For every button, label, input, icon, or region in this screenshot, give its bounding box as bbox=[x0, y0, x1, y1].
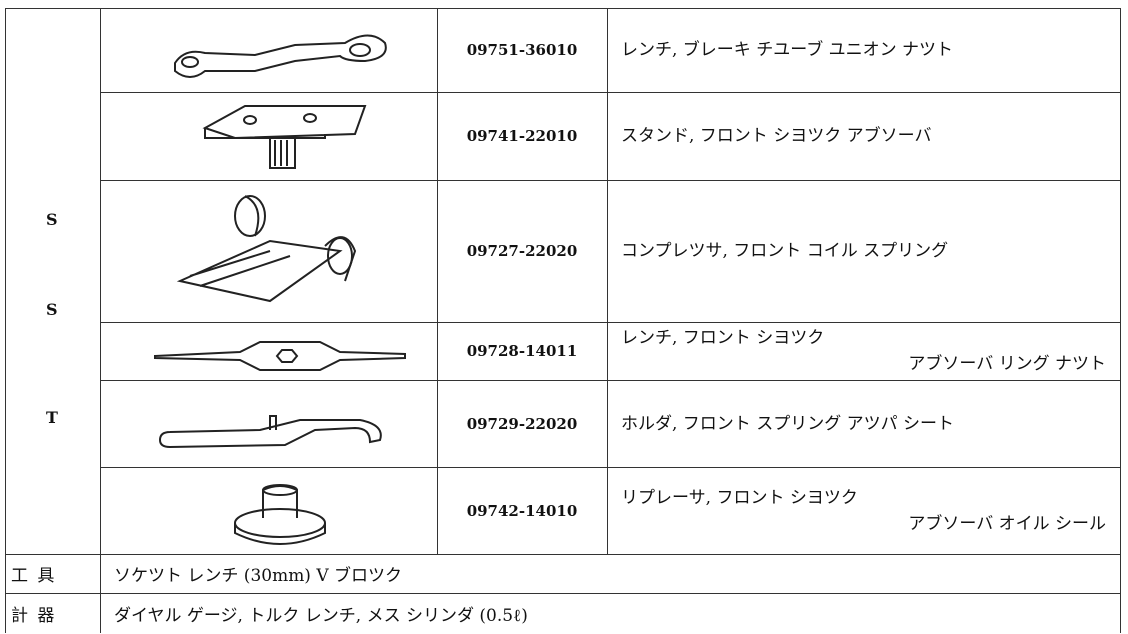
part-number: 09729-22020 bbox=[466, 414, 578, 433]
replacer-sketch bbox=[234, 484, 326, 545]
frame bbox=[176, 195, 357, 303]
hole bbox=[243, 115, 257, 125]
name-line: スタンド, フロント シヨツク アブソーバ bbox=[621, 126, 932, 146]
row-line bbox=[100, 467, 1120, 468]
part-number: 09741-22010 bbox=[466, 127, 578, 145]
tool-name: レンチ, フロント シヨツクアブソーバ リング ナツト bbox=[607, 322, 1120, 380]
cylinder bbox=[262, 485, 298, 518]
ring-wrench-sketch bbox=[154, 341, 406, 371]
stand-sketch bbox=[202, 105, 367, 169]
row-line bbox=[5, 8, 1120, 9]
name-line: アブソーバ オイル シール bbox=[908, 513, 1106, 534]
name-line: コンプレツサ, フロント コイル スプリング bbox=[621, 241, 949, 261]
side-label: T bbox=[46, 408, 58, 427]
row-line bbox=[100, 92, 1120, 93]
plate bbox=[202, 105, 367, 140]
name-line: ホルダ, フロント スプリング アツパ シート bbox=[621, 413, 955, 434]
wrench-sketch bbox=[174, 34, 387, 78]
bar bbox=[154, 341, 406, 371]
footer-label: 工 具 bbox=[11, 566, 57, 586]
cylinder-top bbox=[262, 484, 298, 496]
row-line bbox=[100, 322, 1120, 323]
part-number: 09751-36010 bbox=[466, 41, 578, 59]
tool-name: スタンド, フロント シヨツク アブソーバ bbox=[607, 92, 1120, 180]
row-line bbox=[100, 180, 1120, 181]
part-number: 09728-14011 bbox=[466, 342, 578, 360]
col-line bbox=[5, 8, 6, 633]
pin bbox=[269, 415, 277, 430]
name-line: アブソーバ リング ナツト bbox=[908, 354, 1106, 374]
base bbox=[234, 508, 326, 538]
row-line bbox=[5, 593, 1120, 594]
leg bbox=[269, 138, 296, 169]
compressor-sketch bbox=[176, 195, 357, 303]
ring bbox=[181, 56, 199, 68]
row-line bbox=[100, 380, 1120, 381]
side-label: S bbox=[46, 300, 58, 319]
footer-text: ダイヤル ゲージ, トルク レンチ, メス シリンダ (0.5ℓ) bbox=[114, 605, 528, 626]
footer-text: ソケツト レンチ (30mm) V ブロツク bbox=[114, 566, 403, 586]
col-line bbox=[100, 8, 101, 633]
clamp bbox=[327, 237, 353, 275]
tool-name: レンチ, ブレーキ チユーブ ユニオン ナツト bbox=[607, 8, 1120, 92]
side-label: S bbox=[46, 210, 58, 229]
hex bbox=[275, 349, 299, 363]
name-line: レンチ, フロント シヨツク bbox=[621, 328, 825, 348]
clamp bbox=[234, 195, 266, 237]
tool-name: コンプレツサ, フロント コイル スプリング bbox=[607, 180, 1120, 322]
col-line bbox=[437, 8, 438, 554]
ring bbox=[349, 43, 371, 57]
bar bbox=[158, 419, 382, 449]
name-line: リプレーサ, フロント シヨツク bbox=[621, 487, 858, 508]
footer-label: 計 器 bbox=[11, 605, 57, 626]
part-number: 09742-14010 bbox=[466, 501, 578, 520]
holder-sketch bbox=[158, 415, 382, 449]
tool-name: リプレーサ, フロント シヨツクアブソーバ オイル シール bbox=[607, 467, 1120, 554]
hole bbox=[303, 113, 317, 123]
name-line: レンチ, ブレーキ チユーブ ユニオン ナツト bbox=[621, 40, 953, 60]
row-line bbox=[5, 554, 1120, 555]
outline bbox=[174, 34, 387, 78]
base-side bbox=[234, 523, 326, 545]
col-line bbox=[607, 8, 608, 554]
tool-name: ホルダ, フロント スプリング アツパ シート bbox=[607, 380, 1120, 467]
col-line bbox=[1120, 8, 1121, 633]
part-number: 09727-22020 bbox=[466, 242, 578, 260]
